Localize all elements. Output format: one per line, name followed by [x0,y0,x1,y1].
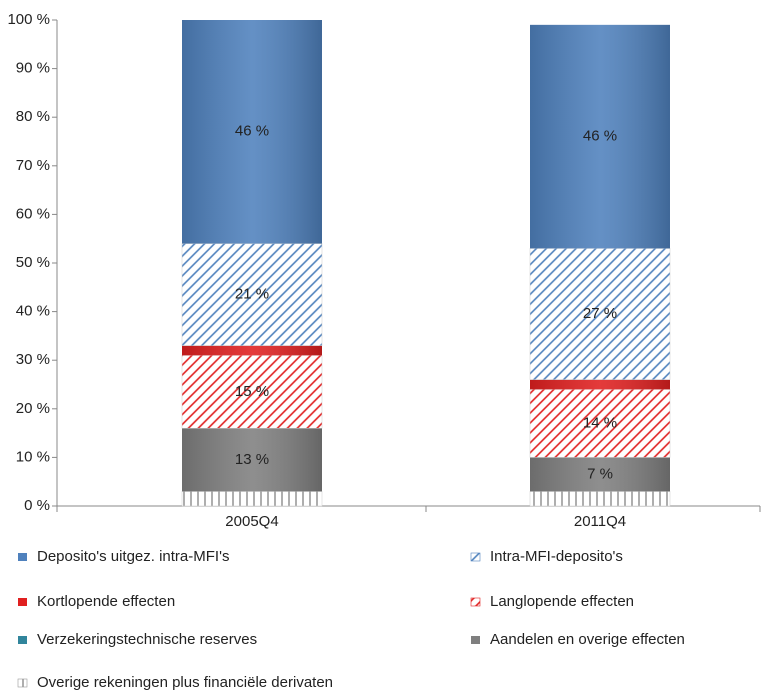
legend-swatch [18,636,27,644]
legend-swatch [18,553,27,561]
legend-swatch [470,597,481,607]
bar-shade [182,428,322,492]
y-tick-label: 10 % [16,448,50,465]
data-label: 21 % [235,286,269,303]
bar-shade [530,457,670,492]
data-label: 27 % [583,305,617,322]
y-tick-label: 70 % [16,157,50,174]
y-tick-label: 50 % [16,254,50,271]
bar-segment [529,248,671,380]
data-label: 46 % [583,128,617,145]
legend-label: Deposito's uitgez. intra-MFI's [37,548,229,565]
legend-swatch [470,552,481,562]
legend-swatch [18,598,27,606]
legend-label: Verzekeringstechnische reserves [37,631,257,648]
data-label: 13 % [235,451,269,468]
bar-shade [530,379,670,390]
y-tick-label: 90 % [16,60,50,77]
legend-label: Intra-MFI-deposito's [490,548,623,565]
bar-segment [181,355,323,429]
legend-label: Kortlopende effecten [37,593,175,610]
data-label: 15 % [235,383,269,400]
bar-shade [182,20,322,244]
data-label: 46 % [235,123,269,140]
x-tick-label: 2005Q4 [225,513,278,530]
legend-swatch [17,678,28,688]
legend-label: Overige rekeningen plus financiële deriv… [37,674,333,691]
legend-label: Aandelen en overige effecten [490,631,685,648]
y-tick-label: 30 % [16,351,50,368]
legend-swatch [471,636,480,644]
y-tick-label: 20 % [16,400,50,417]
bar-segment [529,491,671,507]
data-label: 14 % [583,414,617,431]
y-tick-label: 80 % [16,108,50,125]
y-tick-label: 0 % [24,497,50,514]
data-label: 7 % [587,465,613,482]
bar-segment [181,243,323,346]
bar-shade [530,24,670,249]
legend-label: Langlopende effecten [490,593,634,610]
x-tick-label: 2011Q4 [574,513,626,530]
bar-segment [181,491,323,507]
y-tick-label: 100 % [7,11,50,28]
bar-shade [182,345,322,356]
y-tick-label: 40 % [16,303,50,320]
y-tick-label: 60 % [16,205,50,222]
